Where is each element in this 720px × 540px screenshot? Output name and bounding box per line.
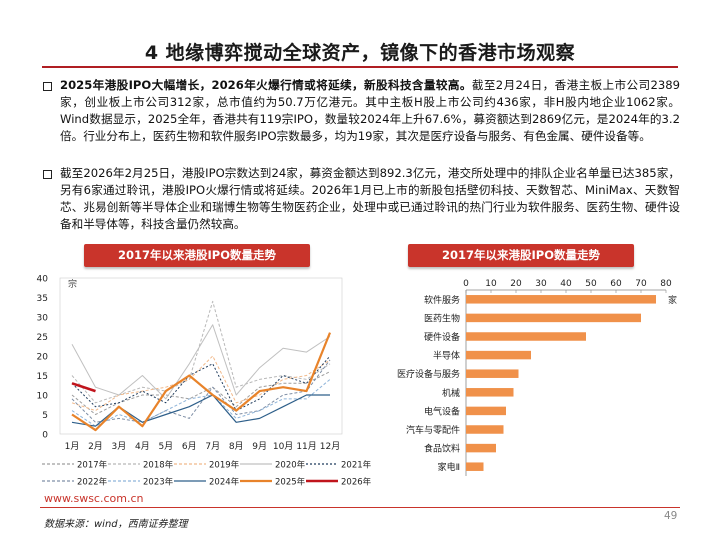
- legend-label: 2026年: [341, 477, 372, 488]
- x-tick-label: 3月: [112, 441, 127, 452]
- bullet-icon: [43, 170, 52, 179]
- category-label: 医疗设备与服务: [397, 368, 460, 380]
- bar-软件服务: [466, 295, 656, 304]
- bar-chart-title-banner: 2017年以来港股IPO数量走势: [408, 244, 634, 267]
- x-tick-label: 6月: [182, 441, 197, 452]
- bar-机械: [466, 388, 514, 397]
- x-tick-label: 10: [485, 279, 497, 289]
- bar-电气设备: [466, 406, 506, 416]
- x-tick-label: 50: [585, 279, 597, 289]
- x-tick-label: 80: [660, 279, 672, 289]
- data-source-note: 数据来源：wind，西南证券整理: [44, 519, 188, 530]
- paragraph-2-text: 截至2026年2月25日，港股IPO宗数达到24家，募资金额达到892.3亿元，…: [60, 166, 680, 231]
- x-tick-label: 8月: [229, 441, 244, 452]
- category-label: 软件服务: [424, 294, 460, 306]
- x-tick-label: 12月: [320, 441, 340, 452]
- x-tick-label: 2月: [88, 441, 103, 452]
- category-label: 汽车与零配件: [406, 424, 460, 436]
- series-line-2018年: [71, 300, 331, 404]
- y-tick-label: 40: [37, 275, 49, 285]
- title-divider: [42, 66, 678, 68]
- x-tick-label: 0: [463, 279, 469, 289]
- y-tick-label: 25: [37, 333, 48, 343]
- legend-label: 2017年: [77, 460, 108, 471]
- legend-label: 2024年: [209, 477, 240, 488]
- category-label: 机械: [442, 387, 460, 399]
- bar-家电Ⅱ: [466, 462, 484, 471]
- series-line-2025年: [71, 332, 332, 432]
- footer-divider: [40, 507, 680, 508]
- x-tick-label: 20: [510, 279, 522, 289]
- series-line-2021年: [71, 355, 331, 412]
- legend-label: 2022年: [77, 477, 108, 488]
- paragraph-1-text: 截至2月24日，香港主板上市公司2389家，创业板上市公司312家，总市值约为5…: [60, 78, 680, 143]
- x-tick-label: 7月: [205, 441, 220, 452]
- paragraph-1-bold: 2025年港股IPO大幅增长，2026年火爆行情或将延续，新股科技含量较高。: [60, 78, 472, 92]
- bar-chart: 0 10 20 30 40 50 60 70 80 家 软件服务医药生物硬件设备半导体医疗设备与服务…: [397, 279, 677, 476]
- website-url: www.swsc.com.cn: [44, 492, 144, 505]
- bar-汽车与零配件: [466, 425, 504, 434]
- bullet-icon: [43, 82, 52, 91]
- series-line-2020年: [71, 324, 331, 400]
- legend-label: 2021年: [341, 460, 372, 471]
- category-label: 半导体: [433, 350, 460, 362]
- x-tick-label: 11月: [296, 441, 316, 452]
- y-tick-label: 20: [37, 353, 49, 363]
- series-line-2019年: [71, 355, 331, 412]
- series-line-2022年: [71, 359, 331, 423]
- series-line-2023年: [71, 379, 331, 427]
- legend-label: 2018年: [143, 460, 174, 471]
- x-tick-label: 60: [610, 279, 622, 289]
- bar-医药生物: [466, 313, 641, 323]
- paragraph-1: 2025年港股IPO大幅增长，2026年火爆行情或将延续，新股科技含量较高。截至…: [60, 77, 680, 145]
- series-line-2017年: [71, 371, 331, 415]
- page-title: 4 地缘博弈搅动全球资产，镜像下的香港市场观察: [144, 42, 576, 64]
- legend-label: 2020年: [275, 460, 306, 471]
- category-label: 硬件设备: [424, 331, 460, 343]
- legend-label: 2019年: [209, 460, 240, 471]
- category-label: 电气设备: [424, 405, 460, 417]
- bar-硬件设备: [466, 332, 586, 341]
- x-tick-label: 5月: [158, 441, 173, 452]
- paragraph-2: 截至2026年2月25日，港股IPO宗数达到24家，募资金额达到892.3亿元，…: [60, 165, 680, 233]
- y-tick-label: 15: [37, 372, 48, 382]
- x-tick-label: 9月: [252, 441, 267, 452]
- y-tick-label: 0: [42, 431, 48, 441]
- bar-半导体: [466, 350, 531, 360]
- page-number: 49: [664, 510, 678, 522]
- x-tick-label: 1月: [65, 441, 80, 452]
- y-tick-label: 30: [37, 314, 49, 324]
- bar-医疗设备与服务: [466, 369, 519, 378]
- series-line-2026年: [71, 382, 96, 393]
- category-label: 家电Ⅱ: [438, 461, 460, 473]
- category-label: 食品饮料: [424, 443, 460, 455]
- line-chart-title-banner: 2017年以来港股IPO数量走势: [84, 244, 310, 267]
- x-tick-label: 40: [560, 279, 572, 289]
- bar-食品饮料: [466, 443, 496, 453]
- legend-label: 2025年: [275, 477, 306, 488]
- category-label: 医药生物: [424, 312, 460, 324]
- y-tick-label: 35: [37, 294, 48, 304]
- x-tick-label: 30: [535, 279, 547, 289]
- y-tick-label: 5: [42, 411, 48, 421]
- x-axis-unit: 家: [668, 294, 677, 306]
- legend-label: 2023年: [143, 477, 174, 488]
- line-plot-area: [59, 277, 343, 435]
- x-tick-label: 4月: [135, 441, 150, 452]
- y-tick-label: 10: [37, 392, 49, 402]
- x-tick-label: 70: [635, 279, 647, 289]
- x-tick-label: 10月: [273, 441, 293, 452]
- line-chart: 0 5 10 15 20 25 30 35 40 宗 1月 2月 3月 4月 5月 6月 7月 8月 9月 10月 11…: [37, 275, 372, 488]
- y-axis-unit: 宗: [68, 278, 77, 290]
